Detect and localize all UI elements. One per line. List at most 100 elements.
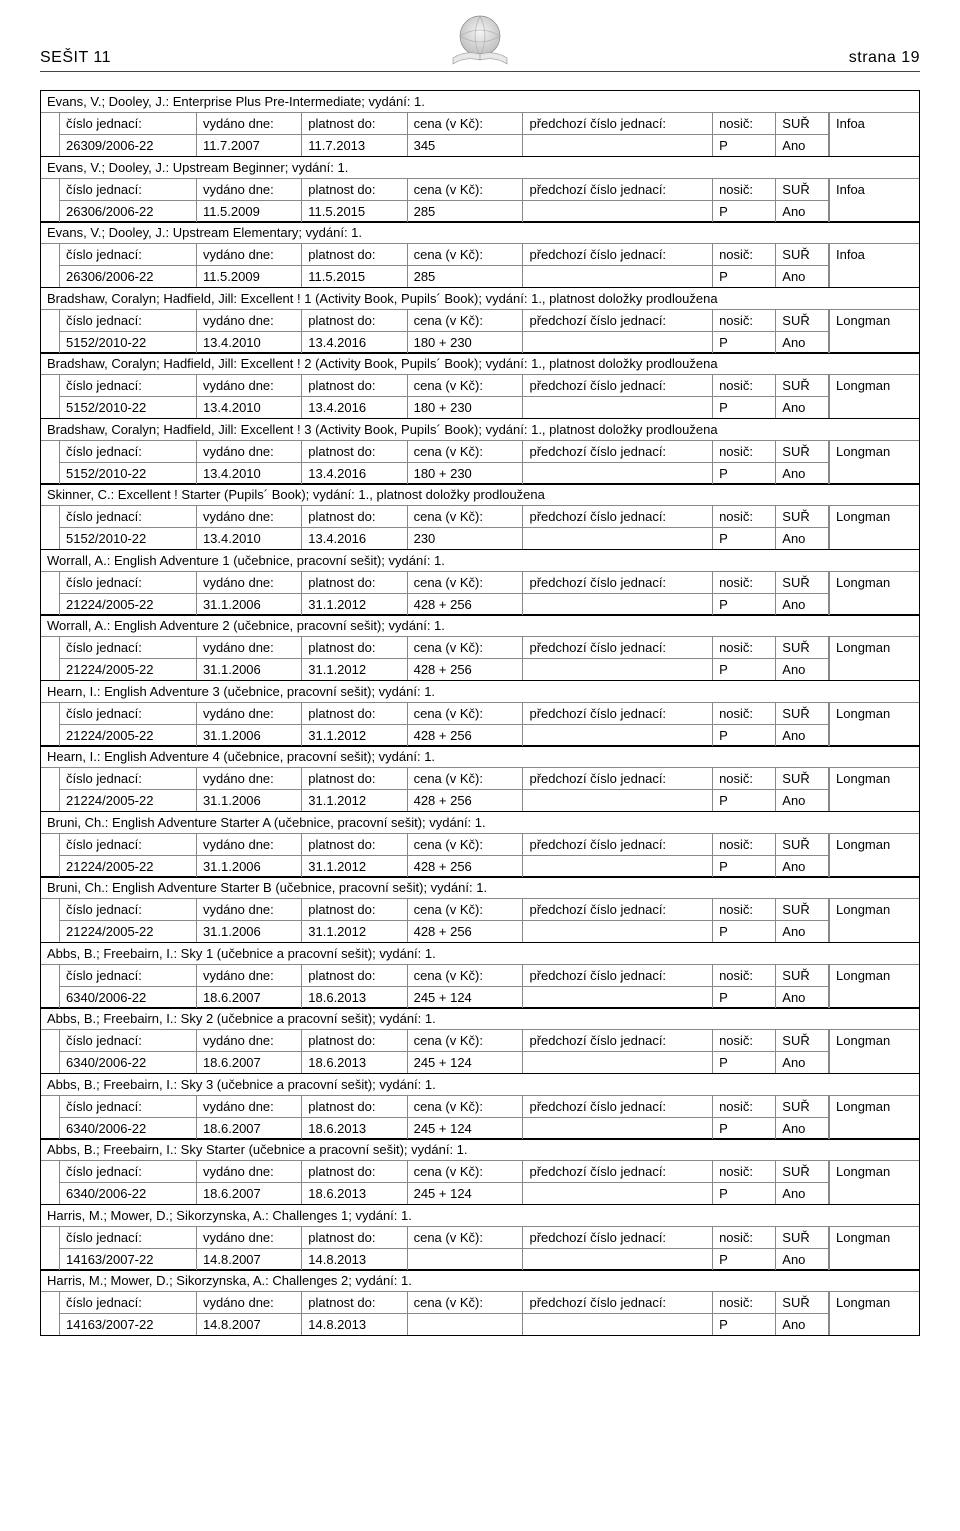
record-title: Hearn, I.: English Adventure 3 (učebnice… <box>41 681 919 703</box>
cell-cislo: 21224/2005-22 <box>60 855 197 877</box>
publisher-cell: Infoa <box>829 244 919 287</box>
col-header-cislo: číslo jednací: <box>60 899 197 921</box>
cell-predchozi <box>523 266 713 288</box>
cell-predchozi <box>523 462 713 484</box>
record-title: Abbs, B.; Freebairn, I.: Sky Starter (uč… <box>41 1139 919 1161</box>
cell-platnost: 18.6.2013 <box>302 986 407 1008</box>
cell-predchozi <box>523 790 713 812</box>
record-detail: číslo jednací:vydáno dne:platnost do:cen… <box>41 703 919 746</box>
record-title: Bradshaw, Coralyn; Hadfield, Jill: Excel… <box>41 288 919 310</box>
col-header-vydano: vydáno dne: <box>196 572 301 594</box>
cell-cena: 345 <box>407 135 523 157</box>
cell-nosic: P <box>713 724 776 746</box>
cell-platnost: 31.1.2012 <box>302 855 407 877</box>
record-block: Abbs, B.; Freebairn, I.: Sky 1 (učebnice… <box>40 942 920 1009</box>
publisher-cell: Longman <box>829 965 919 1008</box>
col-header-platnost: platnost do: <box>302 572 407 594</box>
cell-platnost: 31.1.2012 <box>302 921 407 943</box>
cell-nosic: P <box>713 397 776 419</box>
record-table: číslo jednací:vydáno dne:platnost do:cen… <box>59 113 829 156</box>
cell-cena <box>407 1314 523 1336</box>
cell-sur: Ano <box>776 921 829 943</box>
col-header-platnost: platnost do: <box>302 1227 407 1249</box>
col-header-sur: SUŘ <box>776 1227 829 1249</box>
col-header-vydano: vydáno dne: <box>196 965 301 987</box>
cell-platnost: 31.1.2012 <box>302 790 407 812</box>
record-title: Abbs, B.; Freebairn, I.: Sky 1 (učebnice… <box>41 943 919 965</box>
record-title: Hearn, I.: English Adventure 4 (učebnice… <box>41 746 919 768</box>
cell-platnost: 18.6.2013 <box>302 1052 407 1074</box>
cell-platnost: 31.1.2012 <box>302 593 407 615</box>
col-header-cislo: číslo jednací: <box>60 441 197 463</box>
record-block: Hearn, I.: English Adventure 4 (učebnice… <box>40 745 920 812</box>
record-detail: číslo jednací:vydáno dne:platnost do:cen… <box>41 637 919 680</box>
col-header-cislo: číslo jednací: <box>60 768 197 790</box>
record-block: Skinner, C.: Excellent ! Starter (Pupils… <box>40 483 920 550</box>
col-header-predchozi: předchozí číslo jednací: <box>523 310 713 332</box>
col-header-vydano: vydáno dne: <box>196 1292 301 1314</box>
cell-cislo: 6340/2006-22 <box>60 1052 197 1074</box>
col-header-cislo: číslo jednací: <box>60 834 197 856</box>
col-header-cislo: číslo jednací: <box>60 572 197 594</box>
cell-sur: Ano <box>776 1314 829 1336</box>
record-block: Evans, V.; Dooley, J.: Enterprise Plus P… <box>40 90 920 157</box>
col-header-cislo: číslo jednací: <box>60 1227 197 1249</box>
col-header-sur: SUŘ <box>776 113 829 135</box>
globe-book-icon <box>445 14 515 73</box>
record-title: Worrall, A.: English Adventure 1 (učebni… <box>41 550 919 572</box>
record-table: číslo jednací:vydáno dne:platnost do:cen… <box>59 1292 829 1335</box>
cell-sur: Ano <box>776 986 829 1008</box>
col-header-cena: cena (v Kč): <box>407 768 523 790</box>
col-header-cislo: číslo jednací: <box>60 1096 197 1118</box>
cell-platnost: 31.1.2012 <box>302 724 407 746</box>
col-header-vydano: vydáno dne: <box>196 113 301 135</box>
col-header-vydano: vydáno dne: <box>196 244 301 266</box>
record-block: Evans, V.; Dooley, J.: Upstream Elementa… <box>40 221 920 288</box>
record-title: Harris, M.; Mower, D.; Sikorzynska, A.: … <box>41 1205 919 1227</box>
col-header-cena: cena (v Kč): <box>407 1161 523 1183</box>
cell-platnost: 11.7.2013 <box>302 135 407 157</box>
col-header-predchozi: předchozí číslo jednací: <box>523 1030 713 1052</box>
publisher-cell: Longman <box>829 572 919 615</box>
col-header-nosic: nosič: <box>713 310 776 332</box>
col-header-predchozi: předchozí číslo jednací: <box>523 244 713 266</box>
col-header-predchozi: předchozí číslo jednací: <box>523 768 713 790</box>
cell-nosic: P <box>713 790 776 812</box>
cell-nosic: P <box>713 1117 776 1139</box>
col-header-platnost: platnost do: <box>302 1030 407 1052</box>
col-header-sur: SUŘ <box>776 375 829 397</box>
col-header-cena: cena (v Kč): <box>407 375 523 397</box>
record-title: Evans, V.; Dooley, J.: Upstream Elementa… <box>41 222 919 244</box>
cell-cena: 428 + 256 <box>407 724 523 746</box>
col-header-sur: SUŘ <box>776 1030 829 1052</box>
cell-predchozi <box>523 921 713 943</box>
col-header-platnost: platnost do: <box>302 1096 407 1118</box>
col-header-cislo: číslo jednací: <box>60 965 197 987</box>
col-header-nosic: nosič: <box>713 1096 776 1118</box>
cell-sur: Ano <box>776 1117 829 1139</box>
cell-cislo: 14163/2007-22 <box>60 1314 197 1336</box>
col-header-cena: cena (v Kč): <box>407 179 523 201</box>
record-block: Worrall, A.: English Adventure 2 (učebni… <box>40 614 920 681</box>
col-header-cena: cena (v Kč): <box>407 572 523 594</box>
cell-sur: Ano <box>776 266 829 288</box>
header-right: strana 19 <box>849 49 920 71</box>
cell-vydano: 31.1.2006 <box>196 659 301 681</box>
col-header-vydano: vydáno dne: <box>196 1096 301 1118</box>
col-header-sur: SUŘ <box>776 703 829 725</box>
cell-sur: Ano <box>776 135 829 157</box>
cell-cena: 428 + 256 <box>407 790 523 812</box>
cell-cislo: 26309/2006-22 <box>60 135 197 157</box>
cell-platnost: 13.4.2016 <box>302 462 407 484</box>
cell-nosic: P <box>713 1248 776 1270</box>
col-header-cislo: číslo jednací: <box>60 1161 197 1183</box>
col-header-cena: cena (v Kč): <box>407 899 523 921</box>
record-table: číslo jednací:vydáno dne:platnost do:cen… <box>59 506 829 549</box>
col-header-platnost: platnost do: <box>302 441 407 463</box>
publisher-cell: Longman <box>829 834 919 877</box>
cell-cena: 428 + 256 <box>407 659 523 681</box>
col-header-sur: SUŘ <box>776 310 829 332</box>
col-header-cislo: číslo jednací: <box>60 1030 197 1052</box>
col-header-vydano: vydáno dne: <box>196 1227 301 1249</box>
cell-vydano: 18.6.2007 <box>196 986 301 1008</box>
